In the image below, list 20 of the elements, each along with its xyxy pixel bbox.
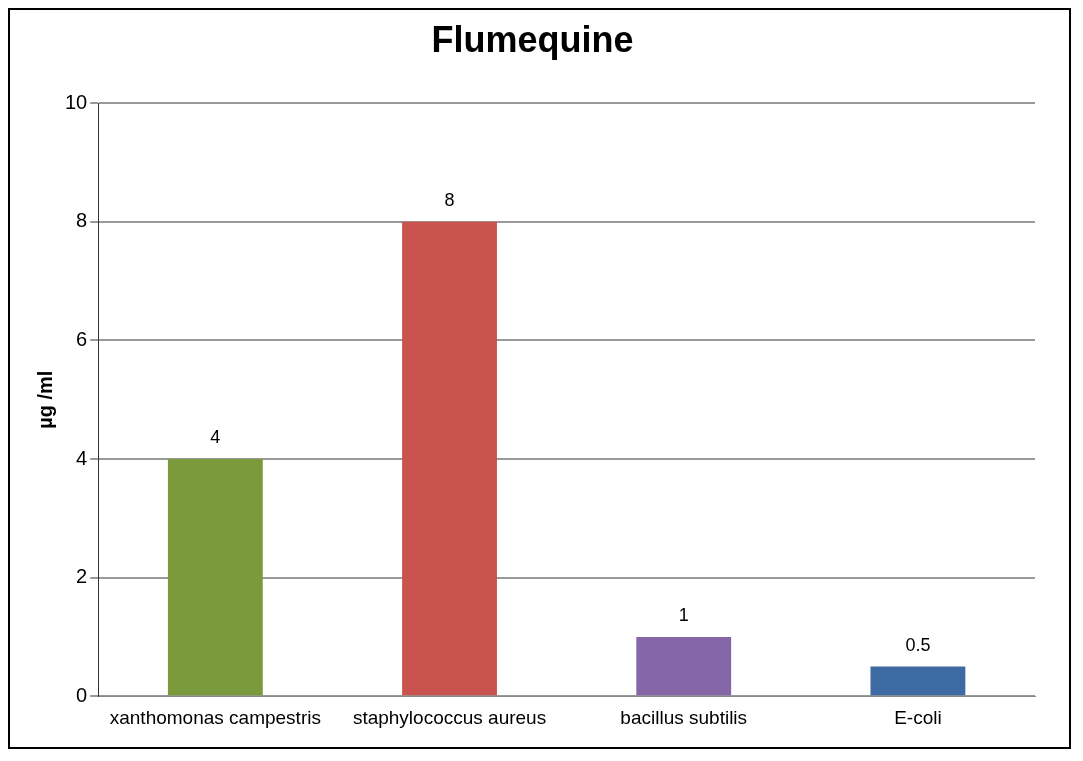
chart-title: Flumequine [431, 18, 634, 60]
x-tick-label: xanthomonas campestris [109, 706, 321, 728]
y-tick-label: 10 [65, 90, 88, 113]
bar [636, 636, 732, 696]
y-tick-label: 4 [76, 446, 88, 469]
y-tick-label: 8 [76, 209, 88, 232]
x-tick-label: bacillus subtilis [620, 706, 748, 728]
y-tick-label: 6 [76, 327, 88, 350]
data-label: 8 [444, 189, 455, 210]
data-label: 4 [210, 426, 221, 447]
y-tick-label: 0 [76, 683, 88, 706]
x-tick-label: E-coli [894, 706, 942, 728]
bar [167, 459, 263, 696]
bar [402, 221, 497, 696]
y-axis-title: µg /ml [33, 370, 56, 429]
y-tick-label: 2 [76, 565, 88, 588]
data-label: 0.5 [905, 634, 931, 655]
data-label: 1 [678, 604, 689, 625]
x-tick-label: staphylococcus aureus [352, 706, 547, 728]
bar [870, 666, 966, 696]
